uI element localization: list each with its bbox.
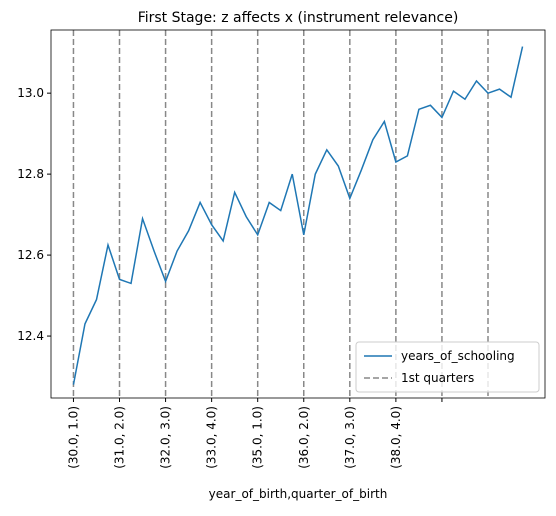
x-tick-label: (33.0, 4.0) bbox=[205, 406, 219, 469]
y-tick-label: 13.0 bbox=[17, 86, 44, 100]
x-tick-label: (31.0, 2.0) bbox=[113, 406, 127, 469]
axes-frame bbox=[50, 29, 546, 399]
chart-title: First Stage: z affects x (instrument rel… bbox=[138, 10, 459, 26]
legend-label: years_of_schooling bbox=[401, 349, 515, 363]
x-tick-label: (32.0, 3.0) bbox=[159, 406, 173, 469]
x-tick-label: (30.0, 1.0) bbox=[66, 406, 80, 469]
y-tick-label: 12.6 bbox=[17, 248, 44, 262]
y-tick-label: 12.4 bbox=[17, 329, 44, 343]
series-line bbox=[72, 46, 524, 385]
x-tick-label: (35.0, 1.0) bbox=[251, 406, 265, 469]
y-tick-label: 12.8 bbox=[17, 167, 44, 181]
x-tick-label: (37.0, 3.0) bbox=[343, 406, 357, 469]
legend-label: 1st quarters bbox=[401, 371, 474, 385]
x-axis-label: year_of_birth,quarter_of_birth bbox=[209, 487, 388, 501]
legend-box bbox=[355, 341, 540, 393]
x-tick-label: (36.0, 2.0) bbox=[297, 406, 311, 469]
x-tick-label: (38.0, 4.0) bbox=[389, 406, 403, 469]
